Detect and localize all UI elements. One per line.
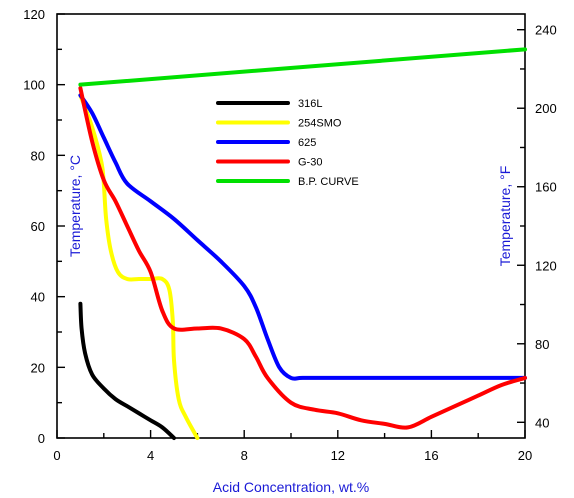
x-tick-label: 4 (147, 448, 154, 463)
y-axis-label-right: Temperature, °F (497, 166, 513, 267)
y-left-tick-label: 80 (31, 148, 45, 163)
legend: 316L 254SMO 625 G-30 B.P. CURVE (216, 98, 359, 188)
y-right-tick-label: 160 (535, 180, 557, 195)
x-tick-label: 12 (331, 448, 345, 463)
x-tick-label: 0 (53, 448, 60, 463)
x-tick-label: 8 (241, 448, 248, 463)
legend-label: 254SMO (298, 118, 342, 130)
series-line-254smo (78, 93, 200, 440)
y-axis-label-left: Temperature, °C (67, 155, 83, 257)
y-right-tick-label: 240 (535, 23, 557, 38)
y-right-tick-label: 200 (535, 101, 557, 116)
x-tick-label: 16 (424, 448, 438, 463)
series-line-b-p-curve (78, 47, 527, 87)
y-left-tick-label: 100 (23, 78, 45, 93)
series-line-625 (78, 93, 527, 381)
y-left-tick-label: 40 (31, 290, 45, 305)
y-left-tick-label: 0 (38, 431, 45, 446)
legend-label: B.P. CURVE (298, 176, 359, 188)
series-lines (78, 47, 527, 440)
y-left-tick-label: 60 (31, 219, 45, 234)
series-line-316l (78, 301, 176, 440)
x-tick-label: 20 (518, 448, 532, 463)
series-line-g-30 (78, 86, 527, 430)
legend-label: 316L (298, 98, 322, 110)
y-right-tick-label: 120 (535, 258, 557, 273)
y-left-tick-label: 120 (23, 7, 45, 22)
x-axis-label: Acid Concentration, wt.% (213, 479, 369, 495)
y-left-tick-label: 20 (31, 360, 45, 375)
legend-label: G-30 (298, 157, 322, 169)
y-right-tick-label: 40 (535, 415, 549, 430)
y-right-tick-label: 80 (535, 337, 549, 352)
legend-label: 625 (298, 137, 316, 149)
